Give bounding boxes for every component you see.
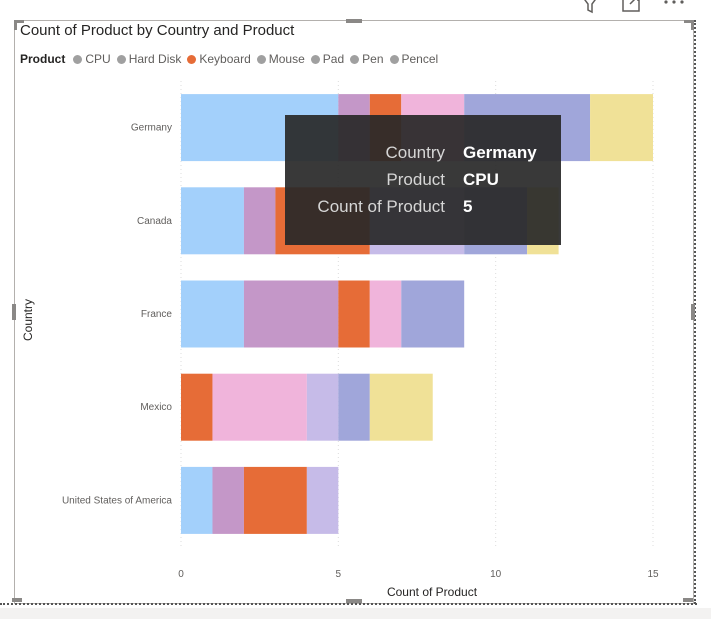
bar-segment[interactable] xyxy=(181,280,244,348)
bar-segment[interactable] xyxy=(306,373,339,441)
visual-focus-border-right xyxy=(694,20,696,604)
bar-segment[interactable] xyxy=(212,373,307,441)
legend-item[interactable]: Hard Disk xyxy=(116,52,182,66)
legend-label: Pad xyxy=(322,52,345,66)
legend-label: Mouse xyxy=(268,52,305,66)
resize-handle-bottom-left[interactable] xyxy=(12,598,22,602)
resize-handle-bottom[interactable] xyxy=(346,599,362,603)
legend-label: Hard Disk xyxy=(128,52,182,66)
focus-mode-icon[interactable] xyxy=(622,0,640,12)
visual-focus-border-bottom xyxy=(0,603,697,605)
tooltip-label: Count of Product xyxy=(317,197,445,216)
y-tick-label: Germany xyxy=(131,123,172,134)
bar-segment[interactable] xyxy=(590,94,653,162)
legend-item[interactable]: CPU xyxy=(73,52,111,66)
resize-handle-left[interactable] xyxy=(12,304,16,320)
more-options-icon[interactable] xyxy=(664,0,684,4)
legend-marker xyxy=(310,54,320,64)
legend-label: Pen xyxy=(362,52,384,66)
x-tick-label: 0 xyxy=(178,569,184,580)
x-tick-label: 10 xyxy=(490,569,502,580)
legend-item[interactable]: Mouse xyxy=(256,52,305,66)
legend-label: CPU xyxy=(85,52,111,66)
y-tick-label: Canada xyxy=(137,216,172,227)
x-tick-labels: 0 5 10 15 xyxy=(178,569,659,580)
bar-segment[interactable] xyxy=(243,280,339,348)
tooltip-label: Country xyxy=(385,143,445,162)
y-tick-label: France xyxy=(141,309,173,320)
legend-item[interactable]: Keyboard xyxy=(187,52,251,66)
tooltip-row-count: Count of Product 5 xyxy=(285,194,561,221)
bar-segment[interactable] xyxy=(338,280,370,348)
bar-segment[interactable] xyxy=(181,466,213,534)
bar-segment[interactable] xyxy=(212,466,244,534)
legend-label: Pencel xyxy=(401,52,439,66)
legend-item[interactable]: Pencel xyxy=(389,52,439,66)
resize-handle-top-right[interactable] xyxy=(684,20,694,23)
legend-item[interactable]: Pad xyxy=(310,52,345,66)
y-axis-title: Country xyxy=(21,299,35,341)
legend-label: Keyboard xyxy=(199,52,251,66)
tooltip-value: CPU xyxy=(463,170,499,189)
legend-marker xyxy=(116,54,126,64)
x-tick-label: 5 xyxy=(336,569,342,580)
legend-items: CPU Hard Disk Keyboard Mouse Pad Pen Pencel xyxy=(73,52,444,66)
bar-segment[interactable] xyxy=(243,466,307,534)
bar-segment[interactable] xyxy=(401,280,465,348)
y-tick-label: United States of America xyxy=(62,495,172,506)
tooltip-row-country: Country Germany xyxy=(285,140,561,167)
legend-marker xyxy=(73,54,83,64)
resize-handle-top-left[interactable] xyxy=(14,20,24,23)
tooltip-row-product: Product CPU xyxy=(285,167,561,194)
legend-title: Product xyxy=(20,52,66,66)
bar-segment[interactable] xyxy=(181,187,244,255)
chart-legend: Product CPU Hard Disk Keyboard Mouse Pad Pen P… xyxy=(20,51,444,67)
y-tick-label: Mexico xyxy=(140,402,172,413)
tooltip-value: Germany xyxy=(463,143,537,162)
resize-handle-top-right-v[interactable] xyxy=(691,20,694,30)
resize-handle-top[interactable] xyxy=(346,19,362,23)
bar-segment[interactable] xyxy=(243,187,276,255)
filter-icon[interactable] xyxy=(582,0,598,14)
resize-handle-right[interactable] xyxy=(691,304,695,320)
bar-segment[interactable] xyxy=(181,373,213,441)
tooltip-label: Product xyxy=(386,170,445,189)
legend-marker xyxy=(256,54,266,64)
bar-segment[interactable] xyxy=(338,373,370,441)
legend-item[interactable]: Pen xyxy=(350,52,384,66)
x-tick-label: 15 xyxy=(647,569,659,580)
resize-handle-top-left-v[interactable] xyxy=(14,20,17,30)
bar-segment[interactable] xyxy=(369,373,433,441)
resize-handle-bottom-right[interactable] xyxy=(683,598,693,602)
chart-title: Count of Product by Country and Product xyxy=(20,22,295,39)
report-canvas-strip xyxy=(0,608,711,619)
y-tick-labels: Germany Canada France Mexico United States o… xyxy=(62,123,172,507)
x-axis-title: Count of Product xyxy=(387,585,478,599)
bar-segment[interactable] xyxy=(369,280,402,348)
visual-header-icons xyxy=(582,0,684,14)
tooltip: Country Germany Product CPU Count of Pro… xyxy=(285,115,561,245)
tooltip-value: 5 xyxy=(463,197,473,216)
legend-marker xyxy=(350,54,360,64)
legend-marker xyxy=(187,54,197,64)
legend-marker xyxy=(389,54,399,64)
bar-segment[interactable] xyxy=(306,466,339,534)
